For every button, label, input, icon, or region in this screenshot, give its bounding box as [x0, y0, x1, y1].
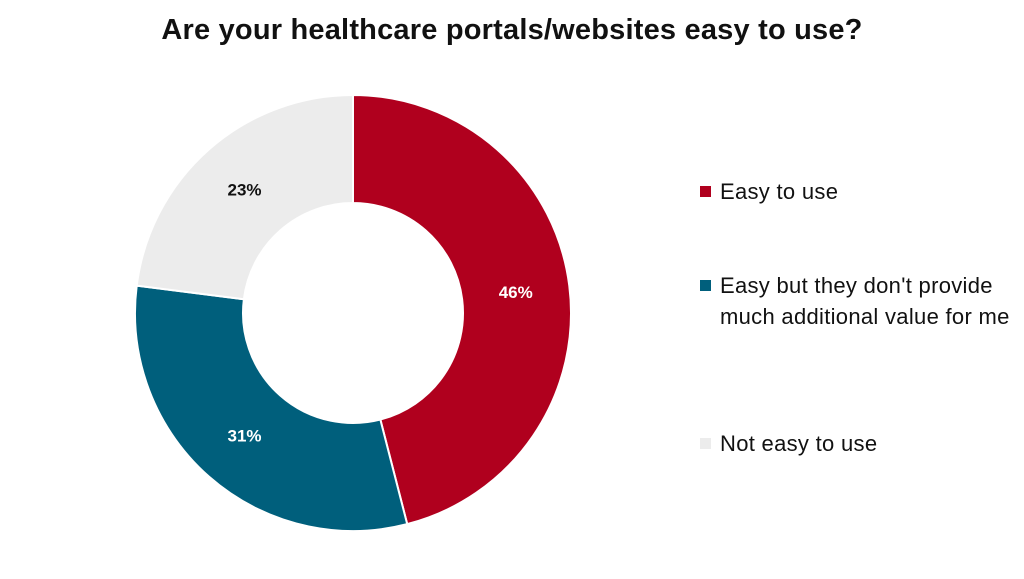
- legend-label-not-easy: Not easy to use: [720, 431, 878, 456]
- legend-label-easy-to-use: Easy to use: [720, 179, 839, 204]
- legend-swatch-easy-but-no-value: [700, 280, 711, 291]
- legend-swatch-easy-to-use: [700, 186, 711, 197]
- chart-title: Are your healthcare portals/websites eas…: [161, 14, 863, 46]
- slice-easy-to-use: [352, 93, 572, 526]
- slice-not-easy: [135, 93, 354, 301]
- slice-label-easy-to-use: 46%: [499, 283, 533, 302]
- slice-label-easy-but-no-value: 31%: [228, 427, 262, 446]
- legend-swatch-not-easy: [700, 438, 711, 449]
- legend-label-easy-but-no-value: Easy but they don't provide much additio…: [720, 273, 1010, 329]
- slice-easy-but-no-value: [134, 284, 409, 532]
- slice-label-not-easy: 23%: [228, 180, 262, 199]
